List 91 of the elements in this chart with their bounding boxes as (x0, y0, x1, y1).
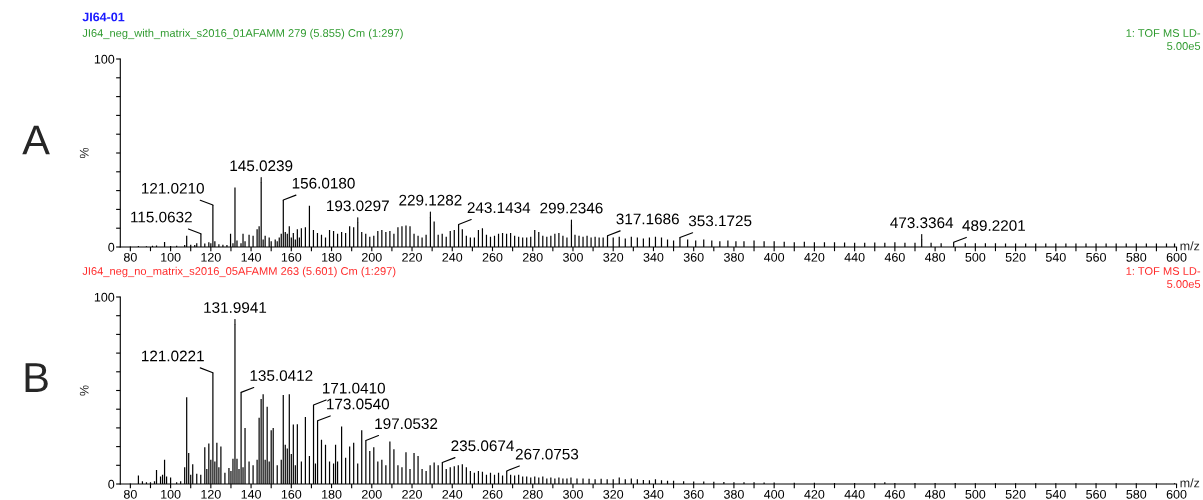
annotation: 173.0540 (327, 398, 390, 410)
annotation: 131.9941 (204, 302, 267, 313)
x-tick-label: 560 (1086, 489, 1106, 499)
x-tick-label: 200 (361, 252, 382, 262)
x-tick-label: 180 (322, 252, 342, 262)
x-tick-label: 500 (965, 252, 986, 262)
text: 5.00e5 (1167, 280, 1201, 288)
annotation: 353.1725 (688, 215, 752, 227)
annotation: 267.0753 (515, 448, 579, 460)
x-tick-label: 440 (844, 489, 865, 499)
annotation: 299.2346 (540, 202, 603, 214)
chart-subtitle: JI64_neg_with_matrix_s2016_01AFAMM 279 (5.855) Cm (1:297) (82, 28, 403, 40)
annotation: 473.3364 (890, 217, 954, 229)
x-tick-label: 460 (884, 489, 905, 499)
x-tick-label: 160 (281, 252, 302, 262)
x-tick-label: 400 (764, 252, 785, 262)
annotation: 145.0239 (230, 160, 293, 172)
x-tick-label: 340 (643, 252, 664, 262)
x-tick-label: 440 (844, 252, 865, 262)
x-tick-label: 300 (563, 252, 583, 262)
x-tick-label: 420 (804, 252, 825, 262)
y-tick-label: 100 (94, 54, 115, 64)
x-tick-label: 100 (161, 252, 181, 262)
text: A (22, 125, 50, 155)
annotation: 121.0221 (142, 350, 204, 362)
annotation: 489.2201 (962, 220, 1025, 231)
x-tick-label: 140 (241, 252, 262, 262)
annotation: 197.0532 (375, 418, 438, 430)
x-tick-label: 220 (402, 489, 422, 499)
x-tick-label: 180 (322, 489, 342, 499)
annotation: 135.0412 (250, 370, 313, 382)
text: 1: TOF MS LD- (1126, 29, 1201, 37)
x-tick-label: 140 (241, 489, 262, 499)
y-axis-title: % (79, 385, 89, 396)
annotation: 235.0674 (451, 440, 514, 452)
x-tick-label: 240 (442, 252, 463, 262)
x-tick-label: 120 (201, 252, 221, 262)
chart-title: JI64-01 (82, 12, 125, 22)
x-tick-label: 80 (123, 252, 137, 262)
x-tick-label: 460 (884, 252, 905, 262)
annotation: 193.0297 (327, 200, 389, 212)
x-tick-label: 420 (804, 489, 825, 499)
x-tick-label: 340 (643, 489, 664, 499)
annotation: 229.1282 (399, 194, 462, 206)
x-tick-label: 400 (764, 489, 785, 499)
y-tick-label: 100 (94, 292, 115, 302)
x-tick-label: 100 (161, 489, 181, 499)
x-axis-title: m/z (1180, 241, 1200, 251)
x-tick-label: 300 (563, 489, 583, 499)
x-tick-label: 160 (281, 489, 302, 499)
text: B (25, 363, 48, 392)
x-tick-label: 600 (1166, 252, 1187, 262)
annotation: 243.1434 (467, 202, 531, 214)
x-tick-label: 560 (1086, 252, 1106, 262)
x-tick-label: 320 (603, 489, 624, 499)
x-tick-label: 380 (723, 252, 744, 262)
x-tick-label: 540 (1045, 489, 1066, 499)
text: 5.00e5 (1167, 42, 1201, 50)
y-tick-label: 0 (108, 242, 115, 252)
x-tick-label: 260 (482, 489, 503, 499)
x-tick-label: 220 (402, 252, 422, 262)
x-tick-label: 280 (522, 252, 543, 262)
chart-subtitle: JI64_neg_no_matrix_s2016_05AFAMM 263 (5.601) Cm (1:297) (82, 266, 396, 278)
x-tick-label: 600 (1166, 489, 1187, 499)
annotation: 121.0210 (142, 182, 204, 194)
x-tick-label: 240 (442, 489, 463, 499)
x-tick-label: 520 (1005, 489, 1026, 499)
x-tick-label: 520 (1005, 252, 1026, 262)
x-axis-title: m/z (1180, 478, 1200, 488)
annotation: 156.0180 (292, 177, 355, 189)
x-tick-label: 480 (924, 252, 946, 262)
annotation: 115.0632 (131, 211, 192, 223)
x-tick-label: 580 (1126, 489, 1147, 499)
text: 1: TOF MS LD- (1126, 267, 1201, 275)
x-tick-label: 80 (123, 489, 137, 499)
x-tick-label: 260 (482, 252, 503, 262)
x-tick-label: 200 (361, 489, 382, 499)
x-tick-label: 580 (1126, 252, 1147, 262)
x-tick-label: 320 (603, 252, 624, 262)
x-tick-label: 500 (965, 489, 986, 499)
x-tick-label: 380 (723, 489, 744, 499)
x-tick-label: 540 (1045, 252, 1066, 262)
y-tick-label: 0 (108, 479, 115, 489)
x-tick-label: 480 (924, 489, 946, 499)
x-tick-label: 360 (683, 489, 704, 499)
x-tick-label: 280 (522, 489, 543, 499)
x-tick-label: 360 (683, 252, 704, 262)
x-tick-label: 120 (201, 489, 221, 499)
annotation: 317.1686 (616, 213, 679, 225)
y-axis-title: % (79, 147, 89, 159)
annotation: 171.0410 (323, 382, 385, 394)
